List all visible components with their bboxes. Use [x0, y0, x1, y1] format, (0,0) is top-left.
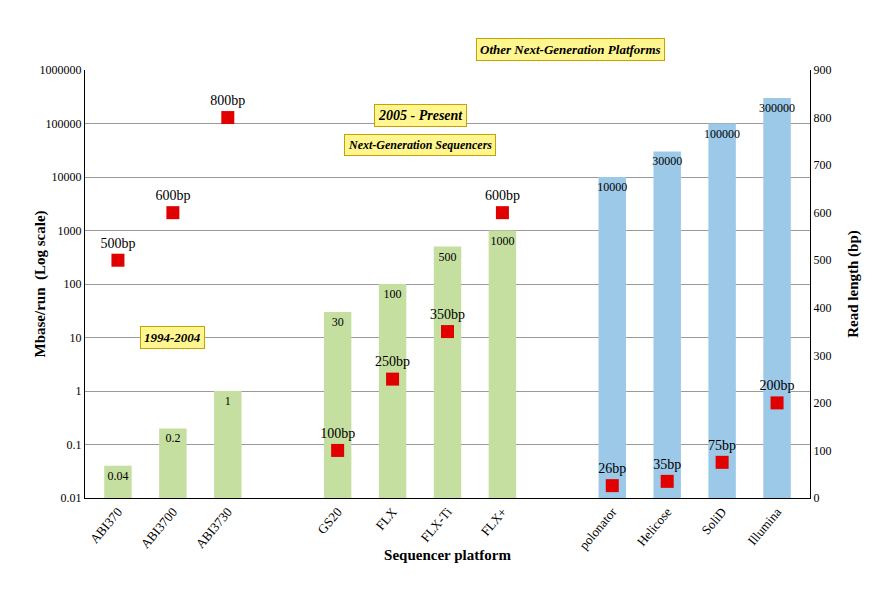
svg-text:100000: 100000 [46, 117, 82, 131]
svg-text:800bp: 800bp [210, 93, 245, 108]
svg-text:75bp: 75bp [708, 438, 736, 453]
svg-text:0.04: 0.04 [107, 469, 128, 483]
svg-text:1: 1 [76, 384, 82, 398]
svg-text:500: 500 [439, 250, 457, 264]
svg-text:ABI370: ABI370 [87, 505, 125, 547]
svg-text:1994-2004: 1994-2004 [144, 330, 201, 345]
svg-text:300000: 300000 [759, 101, 795, 115]
svg-text:FLX-Ti: FLX-Ti [418, 504, 455, 545]
svg-text:10000: 10000 [597, 180, 627, 194]
svg-text:SoliD: SoliD [698, 505, 729, 538]
svg-text:100000: 100000 [704, 127, 740, 141]
svg-text:200: 200 [813, 396, 831, 410]
svg-text:0.1: 0.1 [67, 438, 82, 452]
svg-text:0: 0 [813, 491, 819, 505]
svg-text:900: 900 [813, 63, 831, 77]
svg-text:700: 700 [813, 158, 831, 172]
svg-text:350bp: 350bp [430, 307, 465, 322]
svg-text:Sequencer platform: Sequencer platform [384, 547, 511, 563]
svg-text:2005 - Present: 2005 - Present [378, 108, 463, 123]
svg-text:500bp: 500bp [100, 236, 135, 251]
svg-text:30000: 30000 [652, 154, 682, 168]
svg-text:35bp: 35bp [653, 457, 681, 472]
svg-text:1000: 1000 [58, 224, 82, 238]
svg-text:300: 300 [813, 349, 831, 363]
svg-text:Next-Generation Sequencers: Next-Generation Sequencers [348, 138, 492, 152]
svg-text:GS20: GS20 [314, 505, 345, 537]
svg-text:FLX+: FLX+ [478, 505, 510, 539]
svg-text:0.01: 0.01 [61, 491, 82, 505]
svg-text:1000: 1000 [490, 234, 514, 248]
svg-text:10000: 10000 [52, 170, 82, 184]
svg-text:0.2: 0.2 [165, 431, 180, 445]
svg-text:100: 100 [384, 287, 402, 301]
svg-text:26bp: 26bp [598, 461, 626, 476]
svg-text:600bp: 600bp [485, 188, 520, 203]
svg-text:100bp: 100bp [320, 426, 355, 441]
svg-text:30: 30 [332, 315, 344, 329]
svg-text:800: 800 [813, 111, 831, 125]
svg-text:500: 500 [813, 253, 831, 267]
svg-text:Read length (bp): Read length (bp) [845, 230, 862, 338]
svg-text:Helicose: Helicose [634, 504, 675, 549]
svg-text:400: 400 [813, 301, 831, 315]
svg-text:600: 600 [813, 206, 831, 220]
svg-text:polonator: polonator [576, 504, 620, 552]
svg-text:200bp: 200bp [760, 378, 795, 393]
svg-text:FLX: FLX [373, 504, 401, 533]
svg-text:100: 100 [64, 277, 82, 291]
svg-text:Other Next-Generation Platform: Other Next-Generation Platforms [480, 42, 661, 57]
svg-text:ABI3730: ABI3730 [192, 505, 235, 552]
svg-text:Illumina: Illumina [745, 504, 785, 548]
svg-text:Mbase/run (Log scale): Mbase/run (Log scale) [32, 210, 49, 357]
svg-text:100: 100 [813, 444, 831, 458]
svg-text:10: 10 [70, 331, 82, 345]
svg-text:1000000: 1000000 [40, 63, 82, 77]
svg-text:600bp: 600bp [155, 188, 190, 203]
svg-text:ABI3700: ABI3700 [138, 505, 181, 552]
svg-text:1: 1 [225, 394, 231, 408]
svg-text:250bp: 250bp [375, 354, 410, 369]
